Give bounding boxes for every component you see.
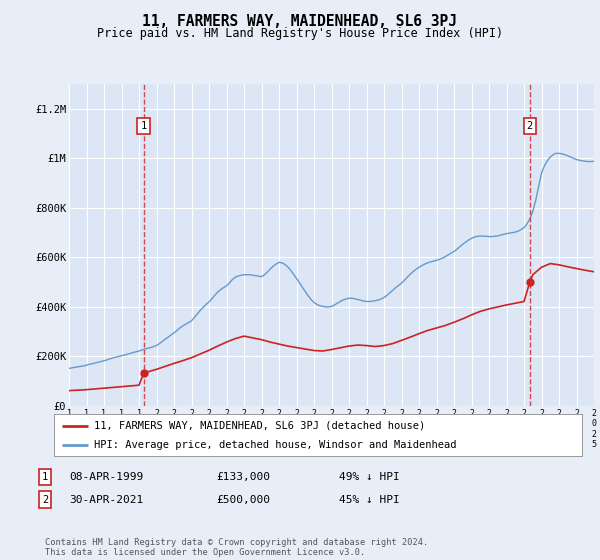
Text: 30-APR-2021: 30-APR-2021: [69, 494, 143, 505]
Text: 1: 1: [140, 121, 147, 131]
Text: Contains HM Land Registry data © Crown copyright and database right 2024.
This d: Contains HM Land Registry data © Crown c…: [45, 538, 428, 557]
Text: 45% ↓ HPI: 45% ↓ HPI: [339, 494, 400, 505]
Text: £133,000: £133,000: [216, 472, 270, 482]
Text: 11, FARMERS WAY, MAIDENHEAD, SL6 3PJ (detached house): 11, FARMERS WAY, MAIDENHEAD, SL6 3PJ (de…: [94, 421, 425, 431]
Text: 2: 2: [527, 121, 533, 131]
Text: 2: 2: [42, 494, 48, 505]
Text: 08-APR-1999: 08-APR-1999: [69, 472, 143, 482]
Text: HPI: Average price, detached house, Windsor and Maidenhead: HPI: Average price, detached house, Wind…: [94, 440, 456, 450]
Text: 1: 1: [42, 472, 48, 482]
Text: 11, FARMERS WAY, MAIDENHEAD, SL6 3PJ: 11, FARMERS WAY, MAIDENHEAD, SL6 3PJ: [143, 14, 458, 29]
Text: Price paid vs. HM Land Registry's House Price Index (HPI): Price paid vs. HM Land Registry's House …: [97, 27, 503, 40]
Text: £500,000: £500,000: [216, 494, 270, 505]
Text: 49% ↓ HPI: 49% ↓ HPI: [339, 472, 400, 482]
